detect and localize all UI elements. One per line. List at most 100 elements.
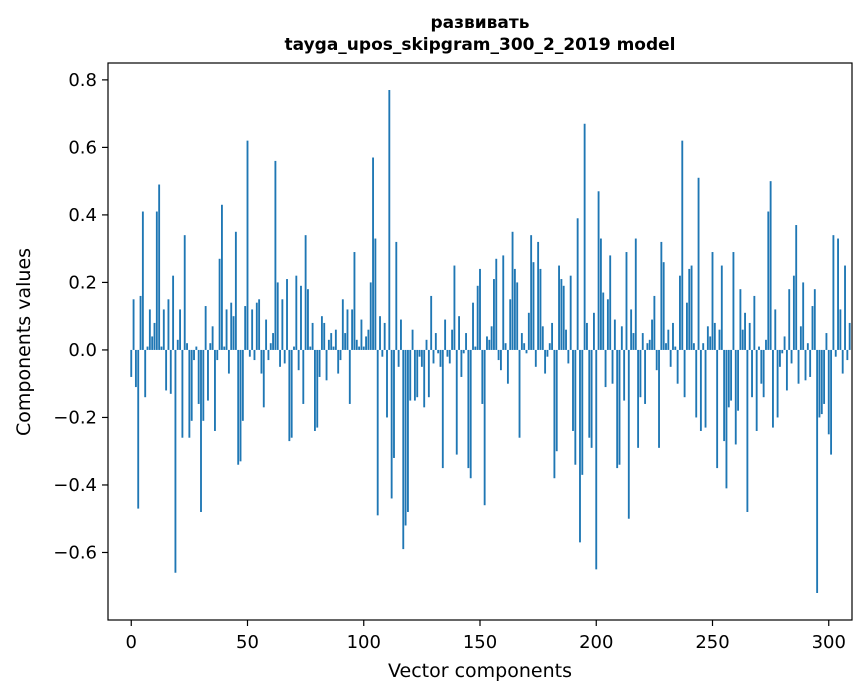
bar [158, 184, 161, 350]
bar [281, 299, 284, 350]
bar [604, 349, 607, 388]
bar [374, 238, 377, 350]
bar [537, 241, 540, 350]
bar [648, 339, 651, 350]
bar [318, 349, 321, 377]
bar [388, 90, 391, 350]
bar [611, 349, 614, 384]
bar [190, 349, 193, 421]
bar [151, 336, 154, 350]
bar [316, 349, 319, 428]
bar [720, 265, 723, 350]
bar [455, 349, 458, 455]
bar [555, 349, 558, 452]
bar [362, 346, 365, 350]
bar [755, 349, 758, 431]
bar [530, 235, 533, 350]
bar [618, 349, 621, 465]
bar [493, 279, 495, 350]
bar [565, 329, 567, 350]
bar [741, 329, 744, 350]
bar [574, 349, 577, 465]
bar [153, 322, 156, 350]
x-tick-label: 100 [347, 632, 381, 653]
bar [386, 349, 388, 418]
bar [320, 316, 323, 350]
bar [400, 319, 402, 350]
bar [339, 349, 342, 361]
bar [520, 333, 523, 350]
y-axis-label: Components values [13, 248, 35, 436]
bar [686, 302, 688, 350]
x-tick-label: 200 [579, 632, 613, 653]
bar [472, 302, 474, 350]
bar [525, 349, 528, 354]
bar [425, 339, 428, 350]
bar [227, 349, 230, 374]
bar [572, 349, 574, 431]
bar [223, 346, 226, 350]
bar [302, 349, 305, 404]
bar [813, 289, 816, 350]
bar [848, 322, 851, 350]
bar [372, 157, 374, 350]
bar [586, 322, 588, 350]
bar [639, 349, 642, 398]
bar [534, 349, 537, 367]
bar [486, 336, 488, 350]
y-tick-label: 0.4 [68, 205, 97, 226]
bar [609, 255, 612, 350]
bar [404, 349, 407, 526]
bar [337, 349, 340, 374]
x-tick-label: 0 [126, 632, 137, 653]
bar [146, 346, 149, 350]
bar [746, 349, 749, 512]
bar [634, 238, 637, 350]
bar [211, 326, 214, 350]
bar [186, 343, 188, 350]
bar [448, 349, 451, 364]
bar [562, 285, 565, 350]
bar [327, 339, 330, 350]
x-axis-label: Vector components [388, 660, 572, 682]
bar [365, 336, 367, 350]
bar [792, 275, 795, 350]
bar [651, 319, 653, 350]
bar [597, 191, 600, 350]
bar [274, 160, 277, 350]
bar [355, 339, 358, 350]
bar [551, 322, 554, 350]
bar [625, 252, 628, 350]
bar [197, 349, 200, 404]
bar [441, 349, 444, 469]
bar [446, 349, 449, 357]
bar [465, 333, 467, 350]
bar [616, 349, 619, 469]
bar [293, 346, 295, 350]
bar [641, 333, 644, 350]
bar [748, 322, 751, 350]
bar [155, 211, 158, 350]
bar [546, 349, 549, 357]
bar [423, 349, 426, 408]
bar [174, 349, 177, 573]
bar [202, 349, 205, 421]
bar [195, 346, 198, 350]
y-tick-label: 0.0 [68, 340, 97, 361]
bar [188, 349, 191, 438]
bar [627, 349, 630, 519]
bar [683, 349, 686, 398]
bar [346, 309, 349, 350]
bar [418, 349, 421, 357]
bar [469, 349, 472, 479]
bar [251, 309, 254, 350]
bar [809, 349, 812, 377]
bar [462, 349, 465, 354]
bar [411, 329, 414, 350]
bar [665, 343, 667, 350]
bar [393, 349, 395, 458]
bar [579, 349, 581, 543]
bar [172, 275, 175, 350]
bar [413, 349, 416, 401]
